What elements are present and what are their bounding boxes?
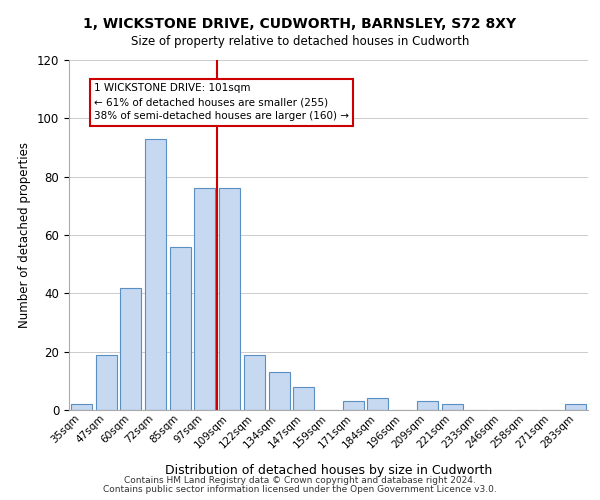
Bar (244, 354, 265, 410)
Text: 1 WICKSTONE DRIVE: 101sqm
← 61% of detached houses are smaller (255)
38% of semi: 1 WICKSTONE DRIVE: 101sqm ← 61% of detac… (94, 84, 349, 122)
Bar (95, 354, 116, 410)
Bar (293, 386, 314, 410)
Bar (442, 404, 463, 410)
Bar (194, 188, 215, 410)
Bar (170, 246, 191, 410)
Bar (417, 401, 438, 410)
Bar (219, 188, 240, 410)
Bar (145, 139, 166, 410)
Bar (120, 288, 141, 410)
Text: 1, WICKSTONE DRIVE, CUDWORTH, BARNSLEY, S72 8XY: 1, WICKSTONE DRIVE, CUDWORTH, BARNSLEY, … (83, 18, 517, 32)
Bar (269, 372, 290, 410)
X-axis label: Distribution of detached houses by size in Cudworth: Distribution of detached houses by size … (165, 464, 492, 476)
Y-axis label: Number of detached properties: Number of detached properties (19, 142, 31, 328)
Bar (343, 401, 364, 410)
Text: Size of property relative to detached houses in Cudworth: Size of property relative to detached ho… (131, 35, 469, 48)
Bar (565, 404, 586, 410)
Text: Contains public sector information licensed under the Open Government Licence v3: Contains public sector information licen… (103, 485, 497, 494)
Bar (71, 404, 92, 410)
Bar (367, 398, 388, 410)
Text: Contains HM Land Registry data © Crown copyright and database right 2024.: Contains HM Land Registry data © Crown c… (124, 476, 476, 485)
